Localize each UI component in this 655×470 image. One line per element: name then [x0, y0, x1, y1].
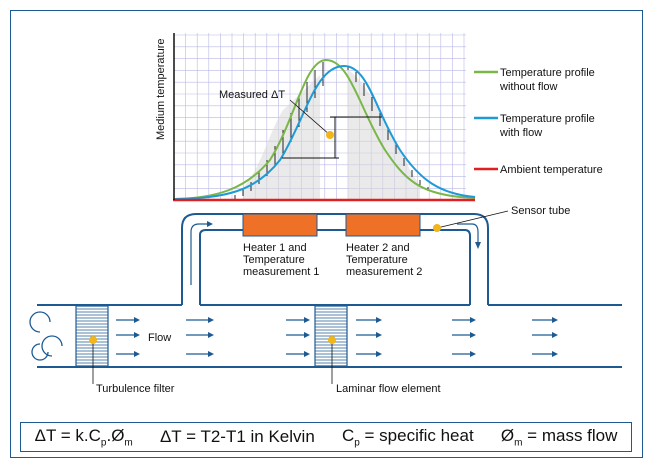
- legend-label-without-flow-2: without flow: [499, 81, 558, 93]
- heater-1: [242, 213, 318, 237]
- flow-arrow-head: [208, 317, 214, 323]
- turbulence-filter-marker: [89, 336, 97, 344]
- laminar-flow-marker: [328, 336, 336, 344]
- measured-delta-label: Measured ΔT: [219, 89, 285, 101]
- flow-arrow-head: [304, 317, 310, 323]
- sensor-tube-outer: [181, 213, 489, 305]
- flow-arrow-head: [470, 351, 476, 357]
- flow-arrow-head: [304, 332, 310, 338]
- laminar-flow-element: [314, 305, 348, 367]
- flow-label: Flow: [148, 332, 171, 344]
- flow-arrow-head: [134, 317, 140, 323]
- flow-arrow-head: [470, 317, 476, 323]
- flow-arrow-head: [208, 351, 214, 357]
- legend-label-with-flow-1: Temperature profile: [500, 113, 595, 125]
- flow-arrow-head: [552, 332, 558, 338]
- tube-flow-arrows: [190, 223, 479, 285]
- tube-arrow-head-2: [475, 242, 481, 249]
- flow-arrow-head: [470, 332, 476, 338]
- pipe-system: [37, 213, 622, 368]
- heater-2-label-1: Heater 2 and: [346, 242, 410, 254]
- sensor-tube-inner: [199, 229, 471, 305]
- flow-arrow-head: [376, 317, 382, 323]
- turbulence-filter-label: Turbulence filter: [96, 383, 175, 395]
- curve-without-flow: [174, 58, 476, 200]
- tube-arrow-head-1: [207, 221, 213, 227]
- legend: Temperature profile without flow Tempera…: [474, 67, 603, 176]
- measured-marker: [326, 131, 334, 139]
- curve-with-flow: [174, 64, 476, 200]
- flow-arrow-head: [208, 332, 214, 338]
- flow-arrows: [116, 317, 558, 357]
- delta-t-brackets: [282, 116, 382, 159]
- legend-label-without-flow-1: Temperature profile: [500, 67, 595, 79]
- legend-label-with-flow-2: with flow: [499, 127, 542, 139]
- sensor-tube-label: Sensor tube: [511, 205, 570, 217]
- formula-mass-flow: Øm = mass flow: [500, 425, 618, 449]
- flow-arrow-head: [134, 332, 140, 338]
- turbulence-swirls: [29, 311, 63, 361]
- formula-delta-t-definition: ΔT = T2-T1 in Kelvin: [159, 427, 315, 446]
- heater-1-label-2: Temperature: [243, 254, 305, 266]
- temperature-graph: Measured ΔT Medium temperature: [155, 33, 476, 202]
- turbulence-filter: [75, 305, 109, 367]
- shaded-region-right: [348, 70, 420, 200]
- flow-arrow-head: [552, 351, 558, 357]
- heater-1-label-3: measurement 1: [243, 266, 319, 278]
- sensor-tube-pointer: [436, 210, 509, 229]
- formula-bar: ΔT = k.Cp.Øm ΔT = T2-T1 in Kelvin Cp = s…: [20, 422, 632, 452]
- sensor-tube-marker: [433, 224, 441, 232]
- y-axis-label: Medium temperature: [155, 39, 167, 141]
- flow-arrow-head: [304, 351, 310, 357]
- diagram-frame: [10, 10, 643, 458]
- measured-pointer: [289, 99, 331, 136]
- formula-delta-t: ΔT = k.Cp.Øm: [34, 425, 133, 449]
- laminar-flow-label: Laminar flow element: [336, 383, 441, 395]
- flow-arrow-head: [552, 317, 558, 323]
- flow-arrow-head: [376, 332, 382, 338]
- legend-label-ambient: Ambient temperature: [500, 164, 603, 176]
- heater-2-label-2: Temperature: [346, 254, 408, 266]
- flow-arrow-head: [376, 351, 382, 357]
- heater-1-label-1: Heater 1 and: [243, 242, 307, 254]
- formula-specific-heat: Cp = specific heat: [341, 425, 474, 449]
- heater-2: [345, 213, 421, 237]
- heater-2-label-3: measurement 2: [346, 266, 422, 278]
- flow-arrow-head: [134, 351, 140, 357]
